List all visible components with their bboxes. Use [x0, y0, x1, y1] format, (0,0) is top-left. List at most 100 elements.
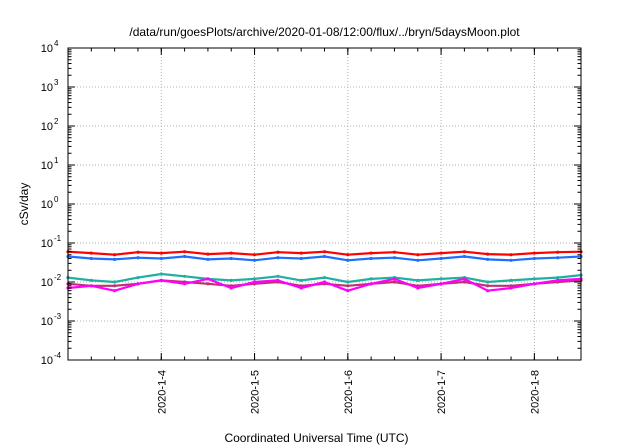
series-5-point	[113, 289, 117, 293]
series-5-point	[346, 289, 350, 293]
series-3-point	[322, 276, 327, 280]
series-5-point	[136, 282, 140, 286]
y-axis-label: cSv/day	[17, 183, 31, 226]
series-1-point	[486, 252, 490, 256]
x-axis-label: Coordinated Universal Time (UTC)	[224, 431, 408, 445]
series-5-point	[159, 278, 163, 282]
series-3-point	[439, 277, 443, 281]
series-5-point	[392, 277, 397, 281]
y-tick-exponent: 3	[54, 78, 59, 87]
x-tick-label: 2020-1-6	[343, 370, 355, 414]
series-1-point	[183, 250, 187, 254]
series-2-point	[346, 258, 350, 262]
series-2-point	[416, 258, 420, 262]
x-tick-label: 2020-1-4	[156, 370, 168, 414]
series-3-point	[346, 280, 350, 284]
series-5-point	[462, 277, 466, 281]
series-2-point	[556, 256, 560, 260]
series-1-point	[136, 250, 140, 254]
y-tick-label: 10	[41, 355, 53, 367]
series-3-point	[486, 280, 490, 284]
series-3-point	[136, 276, 140, 280]
grid-layer	[68, 48, 581, 360]
series-4-point	[206, 282, 210, 286]
series-2-point	[276, 256, 280, 260]
series-1-point	[113, 253, 117, 257]
series-1-point	[89, 251, 93, 255]
series-4-point	[346, 284, 350, 288]
series-5-point	[369, 282, 373, 286]
series-1-point	[509, 253, 513, 257]
series-5-point	[276, 278, 280, 282]
series-3-point	[252, 277, 257, 281]
y-tick-exponent: -1	[54, 234, 62, 243]
series-5-point	[416, 286, 420, 290]
series-1-point	[439, 251, 443, 255]
series-2-point	[299, 256, 303, 261]
series-3-point	[183, 274, 187, 278]
x-tick-label: 2020-1-7	[436, 370, 448, 414]
series-1-point	[346, 253, 350, 257]
y-tick-exponent: 1	[54, 156, 59, 165]
series-layer	[66, 250, 583, 293]
x-tick-label: 2020-1-5	[250, 370, 262, 414]
series-3-point	[509, 278, 513, 282]
plot-frame	[67, 47, 582, 361]
series-2-point	[439, 256, 443, 261]
series-2-point	[229, 256, 233, 261]
series-1-point	[252, 253, 257, 257]
series-5-point	[439, 282, 443, 286]
series-5-point	[486, 289, 490, 293]
series-2-point	[532, 256, 537, 261]
y-tick-label: 10	[41, 277, 53, 289]
series-1-point	[392, 250, 397, 254]
series-4-point	[509, 284, 513, 288]
series-3-point	[532, 277, 537, 281]
x-tick-label: 2020-1-8	[529, 370, 541, 414]
series-3-point	[556, 276, 560, 280]
chart-title: /data/run/goesPlots/archive/2020-01-08/1…	[129, 25, 520, 39]
series-3-point	[416, 278, 420, 282]
y-tick-label: 10	[41, 199, 53, 211]
series-4-point	[113, 284, 117, 288]
series-1-point	[416, 253, 420, 257]
series-1-point	[532, 251, 537, 255]
y-tick-exponent: 4	[54, 39, 59, 48]
series-2-point	[509, 258, 513, 262]
series-3-point	[276, 274, 280, 278]
series-5-point	[556, 278, 560, 282]
y-tick-label: 10	[41, 43, 53, 55]
series-4-point	[392, 280, 397, 284]
series-2-point	[486, 257, 490, 261]
series-5-point	[299, 286, 303, 290]
series-3-point	[159, 272, 163, 276]
series-3-point	[89, 278, 93, 282]
y-tick-label: 10	[41, 82, 53, 94]
series-1-point	[322, 250, 327, 254]
series-5-point	[183, 282, 187, 286]
series-1-point	[276, 250, 280, 254]
series-3-point	[369, 277, 373, 281]
series-5-point	[206, 277, 210, 281]
series-4-point	[486, 284, 490, 288]
series-1-point	[369, 251, 373, 255]
series-1-point	[206, 252, 210, 256]
series-5-point	[89, 284, 93, 288]
series-2-point	[136, 256, 140, 260]
series-1-point	[299, 251, 303, 255]
series-1-point	[229, 251, 233, 255]
series-2-point	[322, 254, 327, 259]
series-1-point	[159, 251, 163, 255]
series-2-point	[159, 256, 163, 261]
series-5-point	[229, 286, 233, 290]
series-5-point	[509, 286, 513, 290]
y-tick-exponent: -3	[54, 312, 62, 321]
y-tick-exponent: 2	[54, 117, 59, 126]
series-1-point	[556, 250, 560, 254]
y-tick-exponent: -2	[54, 273, 62, 282]
y-tick-label: 10	[41, 121, 53, 133]
series-2-point	[462, 254, 466, 259]
series-2-point	[89, 256, 93, 261]
y-tick-exponent: -4	[54, 351, 62, 360]
